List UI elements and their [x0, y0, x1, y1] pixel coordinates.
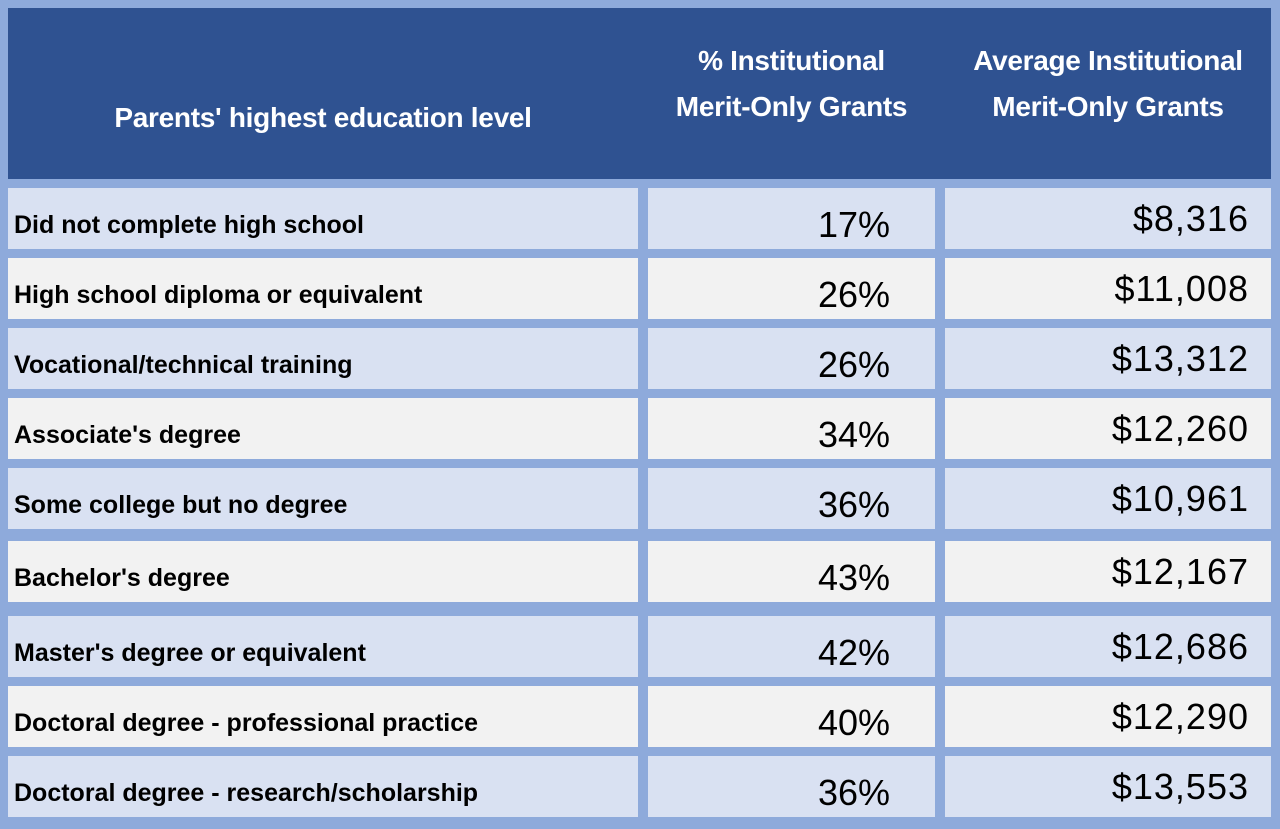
- education-level-cell: Some college but no degree: [8, 468, 638, 529]
- percent-cell: 40%: [648, 686, 935, 747]
- header-percent-merit: % Institutional Merit-Only Grants: [648, 8, 935, 179]
- table-header: Parents' highest education level % Insti…: [8, 8, 1271, 179]
- percent-cell: 17%: [648, 188, 935, 249]
- table-row: Bachelor's degree 43% $12,167: [8, 541, 1271, 602]
- average-grant-cell: $8,316: [945, 188, 1271, 249]
- header-label-line2: Merit-Only Grants: [992, 90, 1224, 122]
- header-label: Parents' highest education level: [114, 101, 532, 133]
- table-row: Master's degree or equivalent 42% $12,68…: [8, 616, 1271, 677]
- header-label-line1: % Institutional: [698, 44, 885, 76]
- average-grant-cell: $10,961: [945, 468, 1271, 529]
- percent-cell: 42%: [648, 616, 935, 677]
- education-level-cell: Doctoral degree - research/scholarship: [8, 756, 638, 817]
- average-grant-cell: $13,553: [945, 756, 1271, 817]
- education-level-cell: Vocational/technical training: [8, 328, 638, 389]
- percent-cell: 36%: [648, 468, 935, 529]
- education-level-cell: Did not complete high school: [8, 188, 638, 249]
- table-row: High school diploma or equivalent 26% $1…: [8, 258, 1271, 319]
- table-row: Doctoral degree - research/scholarship 3…: [8, 756, 1271, 817]
- education-level-cell: Bachelor's degree: [8, 541, 638, 602]
- header-label-line1: Average Institutional: [973, 44, 1243, 76]
- percent-cell: 34%: [648, 398, 935, 459]
- education-level-cell: Doctoral degree - professional practice: [8, 686, 638, 747]
- education-level-cell: High school diploma or equivalent: [8, 258, 638, 319]
- header-average-merit: Average Institutional Merit-Only Grants: [945, 8, 1271, 179]
- average-grant-cell: $12,290: [945, 686, 1271, 747]
- percent-cell: 26%: [648, 258, 935, 319]
- average-grant-cell: $12,260: [945, 398, 1271, 459]
- percent-cell: 26%: [648, 328, 935, 389]
- header-education-level: Parents' highest education level: [8, 8, 638, 179]
- average-grant-cell: $12,686: [945, 616, 1271, 677]
- table-row: Some college but no degree 36% $10,961: [8, 468, 1271, 529]
- education-level-cell: Associate's degree: [8, 398, 638, 459]
- table-row: Doctoral degree - professional practice …: [8, 686, 1271, 747]
- education-level-cell: Master's degree or equivalent: [8, 616, 638, 677]
- header-label-line2: Merit-Only Grants: [675, 90, 908, 122]
- percent-cell: 36%: [648, 756, 935, 817]
- average-grant-cell: $13,312: [945, 328, 1271, 389]
- percent-cell: 43%: [648, 541, 935, 602]
- table-row: Vocational/technical training 26% $13,31…: [8, 328, 1271, 389]
- table-row: Did not complete high school 17% $8,316: [8, 188, 1271, 249]
- table-row: Associate's degree 34% $12,260: [8, 398, 1271, 459]
- average-grant-cell: $12,167: [945, 541, 1271, 602]
- average-grant-cell: $11,008: [945, 258, 1271, 319]
